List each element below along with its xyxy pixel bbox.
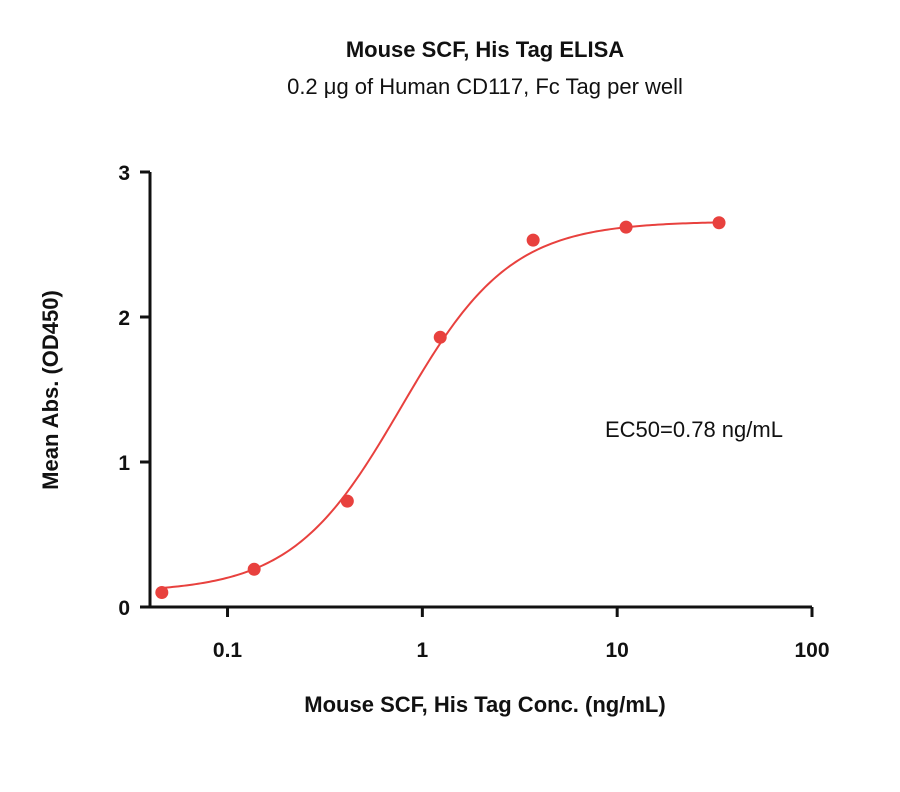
data-point (712, 216, 726, 230)
x-tick-label: 0.1 (213, 639, 243, 662)
x-tick-label: 1 (417, 639, 429, 662)
data-point (526, 233, 540, 247)
data-point (155, 586, 169, 599)
y-tick-label: 2 (118, 307, 130, 330)
ec50-annotation: EC50=0.78 ng/mL (605, 417, 783, 442)
x-tick-label: 100 (794, 639, 829, 662)
tick-labels: 0.1 1 10 100 0 1 2 3 (118, 162, 829, 662)
x-tick-label: 10 (605, 639, 628, 662)
fit-curve (161, 221, 720, 589)
x-axis-label: Mouse SCF, His Tag Conc. (ng/mL) (304, 692, 665, 717)
data-point (247, 562, 261, 576)
chart-subtitle: 0.2 μg of Human CD117, Fc Tag per well (287, 74, 683, 99)
data-point (433, 330, 447, 344)
axes (148, 172, 812, 609)
y-tick-label: 3 (118, 162, 130, 185)
data-points (155, 216, 726, 599)
data-point (340, 494, 354, 508)
chart-title: Mouse SCF, His Tag ELISA (346, 37, 624, 62)
data-point (619, 220, 633, 234)
ticks (140, 170, 814, 617)
y-axis-label: Mean Abs. (OD450) (38, 290, 63, 490)
y-tick-label: 1 (118, 452, 130, 475)
y-tick-label: 0 (118, 597, 130, 620)
